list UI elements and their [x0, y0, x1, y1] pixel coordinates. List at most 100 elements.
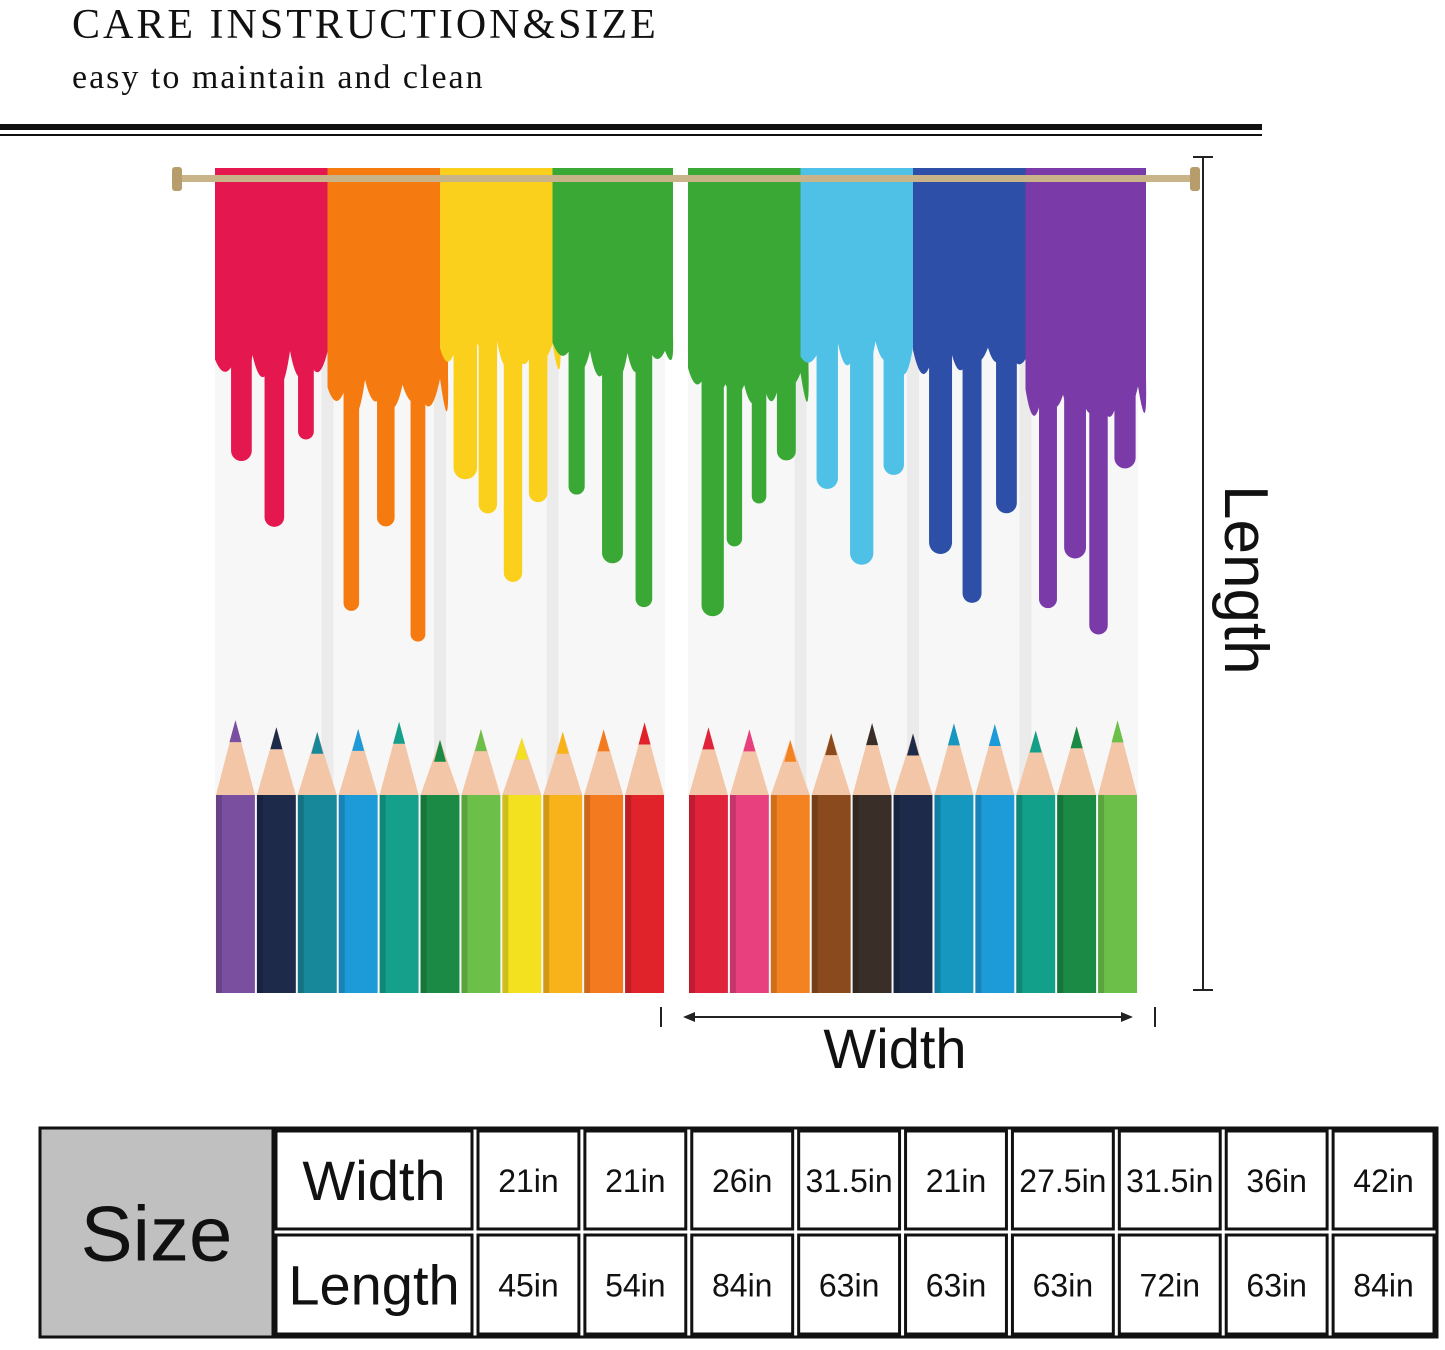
- table-row-header: Width: [302, 1149, 445, 1212]
- pencil-lead: [311, 731, 324, 754]
- paint-drip: [850, 331, 874, 565]
- table-cell-text: 21in: [926, 1163, 987, 1199]
- paint-drip: [264, 339, 285, 527]
- paint-band: [1025, 168, 1147, 417]
- paint-drip: [1039, 368, 1057, 609]
- pencil-lead: [474, 729, 487, 752]
- table-cell: [1224, 1233, 1329, 1336]
- paint-drip: [1114, 368, 1136, 469]
- paint-drip: [635, 325, 653, 608]
- subtitle: easy to maintain and clean: [72, 59, 485, 96]
- pencil-body: [689, 795, 728, 993]
- pencil-lead: [515, 737, 528, 760]
- pencil-shade: [625, 795, 632, 993]
- paint-drip: [528, 324, 548, 503]
- paint-drip: [996, 331, 1017, 514]
- length-label: Length: [1211, 485, 1280, 675]
- pencil-wood: [852, 723, 892, 795]
- table-cell: [1117, 1233, 1222, 1336]
- paint-drip: [1064, 368, 1086, 559]
- pencil-lead: [743, 729, 756, 752]
- pencil-body: [502, 795, 542, 993]
- pencil-wood: [1098, 720, 1137, 795]
- pencil-body: [338, 795, 378, 993]
- pencil-wood: [729, 729, 769, 795]
- table-cell: [1331, 1129, 1436, 1231]
- table-cell-text: 84in: [1353, 1268, 1414, 1304]
- table-cell: [797, 1129, 902, 1231]
- table-cell: [1224, 1129, 1329, 1231]
- pencil-body: [893, 795, 933, 993]
- pencil-wood: [625, 722, 664, 795]
- paint-band: [215, 168, 336, 386]
- pencil-wood: [297, 731, 337, 795]
- paint-band: [688, 168, 809, 404]
- pencil-shade: [543, 795, 550, 993]
- pencil-shade: [338, 795, 345, 993]
- paint-drip: [701, 357, 724, 617]
- table-cell: [1010, 1129, 1115, 1231]
- table-cell: [904, 1233, 1008, 1336]
- paint-drip: [231, 339, 252, 462]
- table-cell-text: 27.5in: [1019, 1163, 1106, 1199]
- table-cell: [583, 1233, 688, 1336]
- paint-drip: [726, 357, 743, 547]
- pencil-shade: [502, 795, 509, 993]
- pencil-wood: [893, 733, 933, 795]
- table-cell-text: 31.5in: [1126, 1163, 1213, 1199]
- table-cell-text: 63in: [926, 1268, 987, 1304]
- size-table: Size Width 21in 21in 26in 31.5in 21in 27.5in 31.…: [38, 1126, 1439, 1339]
- pencil-body: [420, 795, 460, 993]
- pencil-shade: [770, 795, 777, 993]
- pencil-body: [975, 795, 1015, 993]
- table-cell-text: 21in: [605, 1163, 666, 1199]
- pencil-shade: [729, 795, 736, 993]
- pencil-shade: [1016, 795, 1023, 993]
- table-cell-text: 63in: [1033, 1268, 1094, 1304]
- pencil-lead: [1029, 730, 1042, 753]
- table-cell-text: 36in: [1246, 1163, 1307, 1199]
- pencil-wood: [256, 727, 296, 795]
- pencil-shade: [811, 795, 818, 993]
- paint-drip: [962, 331, 982, 603]
- pencil-lead: [825, 733, 838, 756]
- table-cell: [797, 1233, 902, 1336]
- pencil-wood: [811, 733, 851, 795]
- pencil-lead: [597, 729, 610, 752]
- pencil-lead: [556, 731, 569, 754]
- paint-drip: [929, 331, 953, 554]
- paint-drip: [602, 325, 623, 564]
- pencil-shade: [975, 795, 982, 993]
- table-cell: [1331, 1233, 1436, 1336]
- pencil-body: [297, 795, 337, 993]
- paint-band: [327, 168, 449, 415]
- pencil-body: [729, 795, 769, 993]
- paint-drip: [883, 331, 904, 475]
- pencil-body: [379, 795, 419, 993]
- pencil-shade: [379, 795, 386, 993]
- table-cell: [690, 1233, 795, 1336]
- pencil-wood: [770, 739, 810, 795]
- pencil-lead: [988, 724, 1001, 747]
- pencil-shade: [584, 795, 591, 993]
- table-cell: [476, 1233, 581, 1336]
- paint-drip: [478, 324, 498, 514]
- curtain-illustration: [215, 168, 1147, 993]
- width-label: Width: [823, 1017, 966, 1080]
- divider-thick: [0, 124, 1262, 130]
- table-row-header-cell: [274, 1233, 474, 1336]
- pencil-lead: [229, 720, 242, 743]
- pencil-body: [216, 795, 255, 993]
- pencil-shade: [852, 795, 859, 993]
- pencil-wood: [420, 739, 460, 795]
- pencil-wood: [934, 723, 974, 795]
- paint-drip: [776, 357, 796, 461]
- pencil-lead: [866, 723, 879, 746]
- pencil-body: [1098, 795, 1137, 993]
- pencil-lead: [907, 733, 919, 756]
- table-cell-text: 54in: [605, 1268, 666, 1304]
- paint-drip: [751, 357, 767, 504]
- pencil-shade: [297, 795, 304, 993]
- pencil-body: [461, 795, 501, 993]
- pencil-body: [256, 795, 296, 993]
